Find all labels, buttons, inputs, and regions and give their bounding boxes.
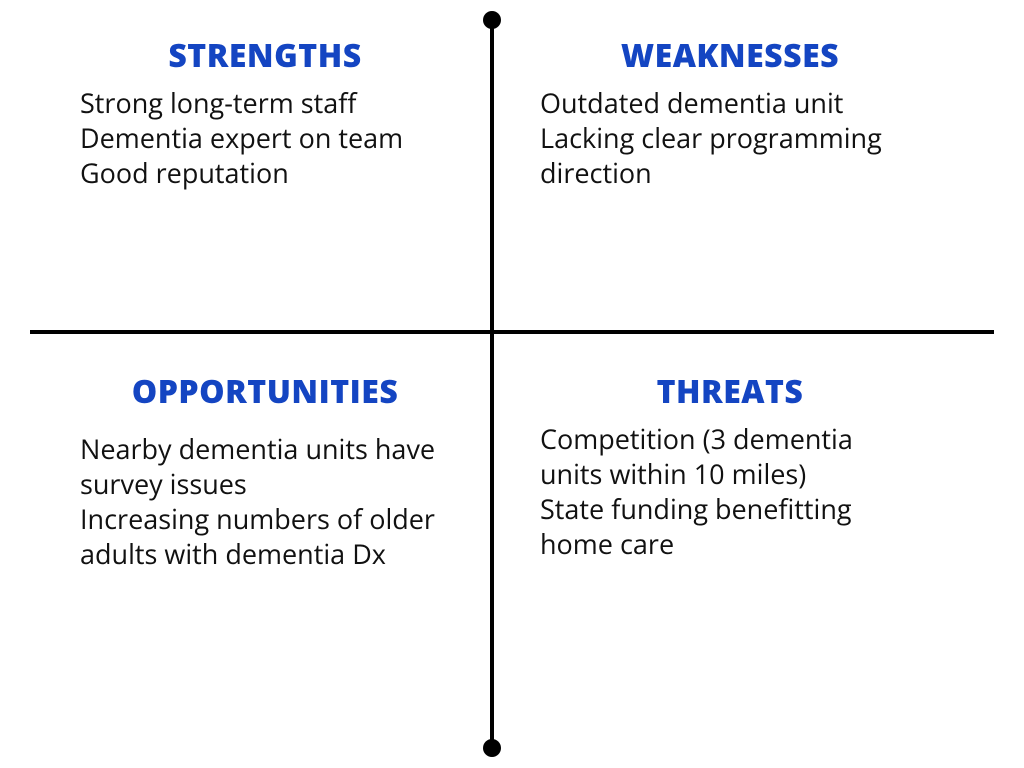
axis-vertical	[490, 20, 494, 748]
opportunities-title: OPPORTUNITIES	[80, 370, 450, 413]
strengths-item: Dementia expert on team	[80, 120, 450, 155]
opportunities-item: Increasing numbers of older adults with …	[80, 501, 450, 571]
quadrant-opportunities: OPPORTUNITIES Nearby dementia units have…	[80, 370, 450, 571]
weaknesses-item: Lacking clear programming direction	[540, 120, 920, 190]
threats-title: THREATS	[540, 370, 920, 413]
opportunities-body: Nearby dementia units have survey issues…	[80, 431, 450, 571]
threats-item: State funding benefitting home care	[540, 491, 920, 561]
axis-dot-top	[483, 11, 501, 29]
opportunities-item: Nearby dementia units have survey issues	[80, 431, 450, 501]
threats-item: Competition (3 dementia units within 10 …	[540, 421, 920, 491]
weaknesses-item: Outdated dementia unit	[540, 85, 920, 120]
weaknesses-body: Outdated dementia unitLacking clear prog…	[540, 85, 920, 190]
strengths-item: Good reputation	[80, 155, 450, 190]
weaknesses-title: WEAKNESSES	[540, 34, 920, 77]
swot-diagram: STRENGTHS Strong long-term staffDementia…	[0, 0, 1024, 768]
axis-horizontal	[30, 330, 994, 334]
quadrant-weaknesses: WEAKNESSES Outdated dementia unitLacking…	[540, 34, 920, 190]
threats-body: Competition (3 dementia units within 10 …	[540, 421, 920, 561]
strengths-item: Strong long-term staff	[80, 85, 450, 120]
axis-dot-bottom	[483, 739, 501, 757]
quadrant-threats: THREATS Competition (3 dementia units wi…	[540, 370, 920, 561]
strengths-body: Strong long-term staffDementia expert on…	[80, 85, 450, 190]
quadrant-strengths: STRENGTHS Strong long-term staffDementia…	[80, 34, 450, 190]
strengths-title: STRENGTHS	[80, 34, 450, 77]
